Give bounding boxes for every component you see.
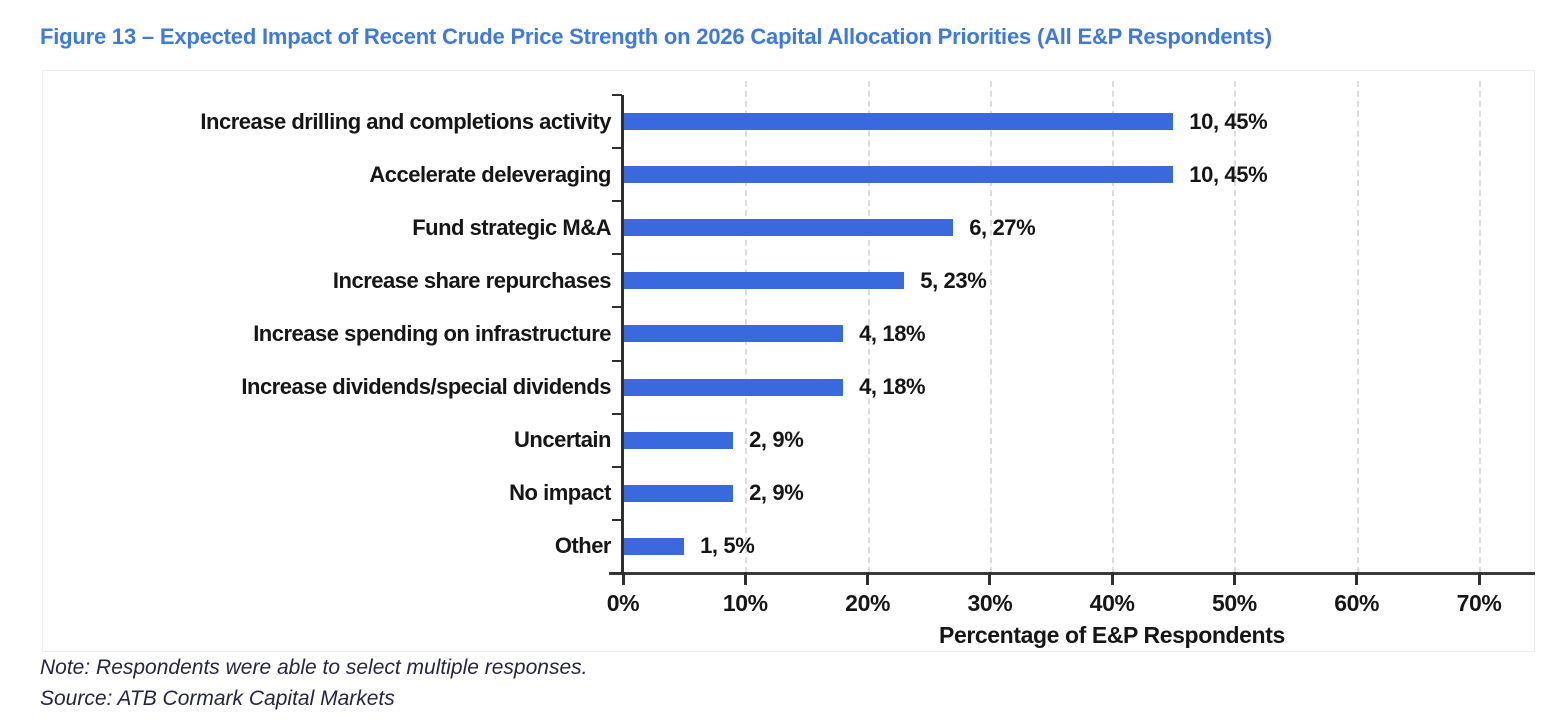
gridline: [867, 81, 870, 573]
x-axis-line: [609, 572, 1535, 575]
bar-value-label: 5, 23%: [920, 267, 987, 293]
category-label: Accelerate deleveraging: [369, 161, 611, 187]
category-label: Increase share repurchases: [332, 267, 612, 293]
category-label: Increase dividends/special dividends: [241, 374, 611, 400]
x-axis-tick-label: 10%: [722, 590, 768, 616]
y-axis-line: [621, 95, 624, 573]
bar-track: 4, 18%: [623, 307, 1534, 360]
bar: [623, 537, 685, 555]
bar-track: 6, 27%: [623, 201, 1534, 254]
x-axis-tick-label: 20%: [845, 590, 891, 616]
bar-track: 2, 9%: [623, 414, 1534, 467]
y-axis-tick: [612, 147, 622, 150]
x-axis-tick-label: 0%: [606, 590, 640, 616]
bar-track: 10, 45%: [623, 95, 1534, 148]
bar-track: 10, 45%: [623, 148, 1534, 201]
y-axis-tick: [612, 94, 622, 96]
bar-value-label: 10, 45%: [1189, 108, 1268, 134]
gridline: [1234, 81, 1237, 573]
bar: [623, 219, 954, 237]
chart-source: Source: ATB Cormark Capital Markets: [40, 687, 395, 710]
y-axis-tick: [612, 465, 622, 468]
y-axis-tick: [612, 518, 622, 521]
x-axis-tick: [1477, 572, 1481, 585]
chart-note: Note: Respondents were able to select mu…: [40, 656, 588, 679]
category-label: Other: [554, 533, 612, 559]
bar-row: No impact 2, 9%: [43, 467, 1534, 520]
category-label: Increase spending on infrastructure: [253, 320, 611, 346]
x-axis-tick: [621, 572, 625, 585]
gridline: [1356, 81, 1359, 573]
x-axis-tick-label: 50%: [1211, 590, 1257, 616]
bar-track: 1, 5%: [623, 520, 1534, 573]
bar: [623, 166, 1174, 184]
x-axis-title: Percentage of E&P Respondents: [939, 622, 1285, 648]
bar-value-label: 4, 18%: [859, 374, 926, 400]
category-label: Increase drilling and completions activi…: [200, 108, 611, 134]
bar-row: Increase share repurchases 5, 23%: [43, 254, 1534, 307]
bar: [623, 378, 844, 396]
x-axis-tick-label: 40%: [1089, 590, 1135, 616]
category-label: No impact: [509, 480, 611, 506]
bar-row: Increase dividends/special dividends 4, 1…: [43, 360, 1534, 413]
y-axis-tick: [612, 253, 622, 256]
bar-value-label: 6, 27%: [969, 214, 1036, 240]
x-axis-tick-label: 30%: [967, 590, 1013, 616]
bar-row: Increase spending on infrastructure 4, 18…: [43, 307, 1534, 360]
figure-title: Figure 13 – Expected Impact of Recent Cr…: [40, 24, 1272, 49]
x-axis-tick: [1355, 572, 1359, 585]
bar-value-label: 4, 18%: [859, 320, 926, 346]
y-axis-tick: [612, 306, 622, 309]
bar-row: Increase drilling and completions activi…: [43, 95, 1534, 148]
gridline: [1479, 81, 1481, 573]
x-axis-tick: [743, 572, 747, 585]
y-axis-tick: [612, 412, 622, 415]
bar: [623, 484, 734, 502]
bar-row: Uncertain 2, 9%: [43, 414, 1534, 467]
bar-track: 4, 18%: [623, 360, 1534, 413]
bar: [623, 325, 844, 343]
category-label: Fund strategic M&A: [412, 214, 611, 240]
x-axis-tick: [988, 572, 992, 585]
bar-value-label: 2, 9%: [749, 480, 804, 506]
x-axis-tick: [1232, 572, 1236, 585]
y-axis-tick: [612, 200, 622, 203]
bar-value-label: 2, 9%: [749, 427, 804, 453]
gridline: [989, 81, 992, 573]
bar-value-label: 10, 45%: [1189, 161, 1268, 187]
gridline: [1112, 81, 1115, 573]
x-axis-tick: [1110, 572, 1114, 585]
bar: [623, 431, 734, 449]
bar-row: Other 1, 5%: [43, 520, 1534, 573]
x-axis-tick: [866, 572, 870, 585]
bar-row: Accelerate deleveraging 10, 45%: [43, 148, 1534, 201]
bar-value-label: 1, 5%: [700, 533, 755, 559]
bar-row: Fund strategic M&A 6, 27%: [43, 201, 1534, 254]
bar: [623, 272, 905, 290]
bar: [623, 113, 1174, 131]
bar-rows: Increase drilling and completions activi…: [43, 95, 1534, 573]
bar-track: 5, 23%: [623, 254, 1534, 307]
category-label: Uncertain: [514, 427, 611, 453]
chart-panel: Increase drilling and completions activi…: [42, 70, 1535, 652]
x-axis-tick-label: 70%: [1456, 590, 1502, 616]
x-axis-tick-label: 60%: [1334, 590, 1380, 616]
y-axis-tick: [612, 359, 622, 362]
bar-track: 2, 9%: [623, 467, 1534, 520]
y-axis-tick: [612, 571, 622, 574]
